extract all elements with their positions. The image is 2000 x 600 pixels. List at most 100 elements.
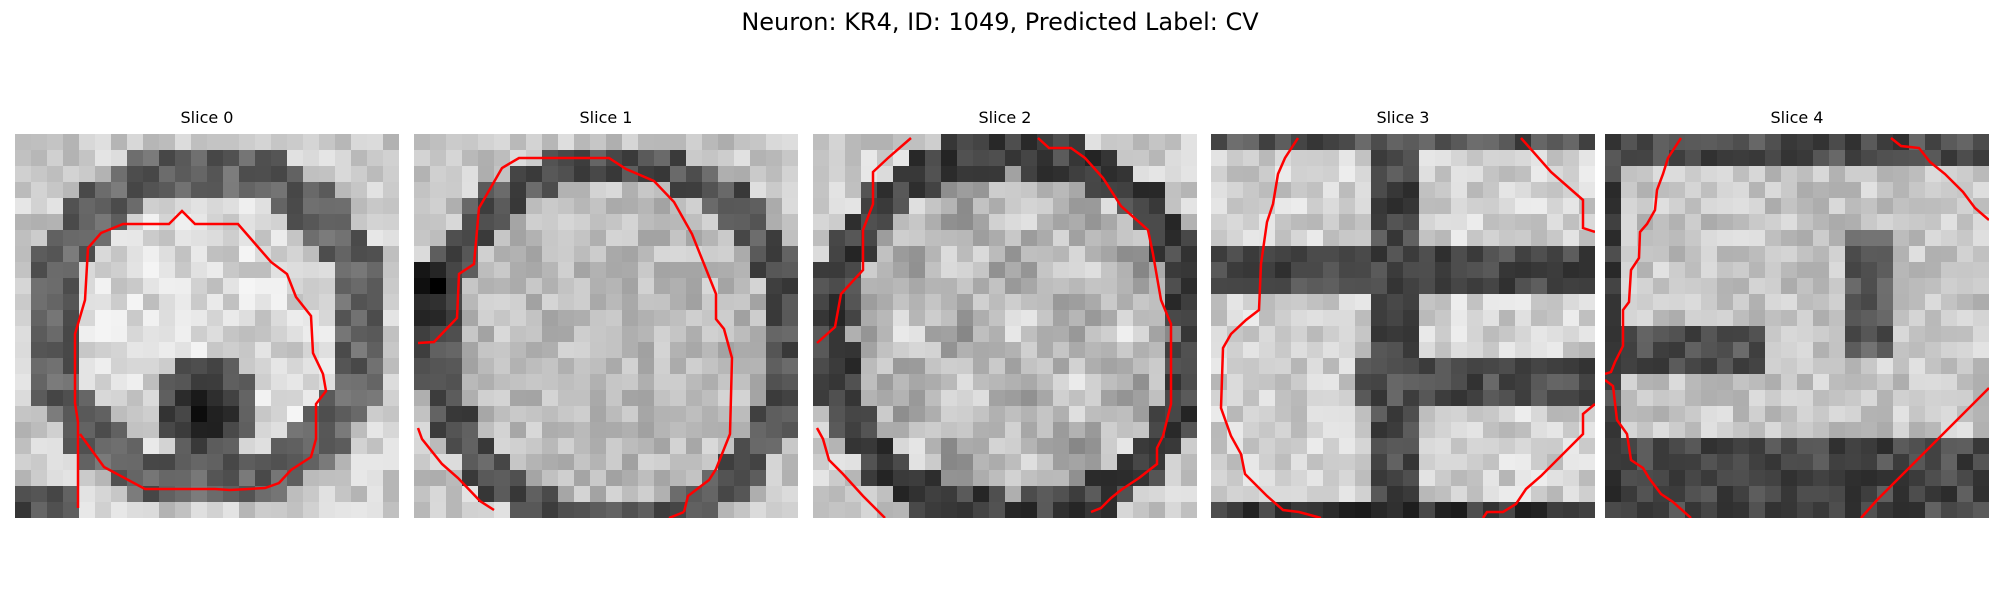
pixel bbox=[766, 342, 782, 358]
pixel bbox=[1181, 214, 1197, 230]
pixel bbox=[1181, 326, 1197, 342]
pixel bbox=[1547, 422, 1563, 438]
pixel bbox=[1499, 230, 1515, 246]
pixel bbox=[973, 134, 989, 150]
pixel bbox=[1813, 390, 1829, 406]
pixel bbox=[909, 166, 925, 182]
pixel bbox=[861, 390, 877, 406]
pixel bbox=[638, 182, 654, 198]
pixel bbox=[1133, 390, 1149, 406]
pixel bbox=[1765, 470, 1781, 486]
pixel bbox=[813, 278, 829, 294]
pixel bbox=[1243, 182, 1259, 198]
pixel bbox=[1701, 134, 1717, 150]
pixel bbox=[1717, 166, 1733, 182]
pixel bbox=[893, 454, 909, 470]
pixel bbox=[766, 294, 782, 310]
pixel bbox=[1547, 134, 1563, 150]
pixel bbox=[1435, 246, 1451, 262]
pixel bbox=[287, 294, 303, 310]
pixel bbox=[351, 454, 367, 470]
pixel bbox=[63, 294, 79, 310]
pixel bbox=[1483, 390, 1499, 406]
pixel bbox=[1813, 438, 1829, 454]
pixel bbox=[782, 390, 798, 406]
pixel bbox=[1451, 438, 1467, 454]
pixel bbox=[750, 422, 766, 438]
pixel bbox=[590, 374, 606, 390]
pixel bbox=[79, 390, 95, 406]
pixel bbox=[1037, 262, 1053, 278]
pixel bbox=[718, 278, 734, 294]
pixel bbox=[335, 182, 351, 198]
pixel bbox=[1547, 406, 1563, 422]
pixel bbox=[1563, 422, 1579, 438]
pixel bbox=[1547, 278, 1563, 294]
pixel bbox=[925, 278, 941, 294]
pixel bbox=[271, 310, 287, 326]
pixel bbox=[829, 278, 845, 294]
pixel bbox=[1685, 374, 1701, 390]
pixel bbox=[1877, 342, 1893, 358]
pixel bbox=[1371, 390, 1387, 406]
pixel bbox=[1781, 358, 1797, 374]
pixel bbox=[1419, 358, 1435, 374]
pixel bbox=[79, 150, 95, 166]
pixel bbox=[1211, 294, 1227, 310]
pixel bbox=[526, 182, 542, 198]
pixel bbox=[1515, 438, 1531, 454]
pixel bbox=[287, 214, 303, 230]
pixel bbox=[1291, 390, 1307, 406]
pixel bbox=[207, 294, 223, 310]
pixel bbox=[1973, 278, 1989, 294]
pixel bbox=[877, 326, 893, 342]
pixel bbox=[1605, 294, 1621, 310]
pixel bbox=[845, 182, 861, 198]
pixel bbox=[670, 166, 686, 182]
pixel bbox=[766, 166, 782, 182]
pixel bbox=[1973, 486, 1989, 502]
pixel bbox=[1291, 470, 1307, 486]
pixel bbox=[1547, 390, 1563, 406]
pixel bbox=[478, 310, 494, 326]
pixel bbox=[1101, 214, 1117, 230]
pixel bbox=[414, 150, 430, 166]
segmentation-contour bbox=[1605, 137, 1683, 376]
pixel bbox=[1371, 486, 1387, 502]
pixel bbox=[782, 470, 798, 486]
pixel bbox=[1101, 198, 1117, 214]
pixel bbox=[1973, 406, 1989, 422]
pixel bbox=[319, 470, 335, 486]
pixel bbox=[1149, 358, 1165, 374]
pixel bbox=[1717, 342, 1733, 358]
pixel bbox=[287, 262, 303, 278]
pixel bbox=[143, 326, 159, 342]
pixel bbox=[95, 182, 111, 198]
pixel bbox=[925, 486, 941, 502]
pixel bbox=[430, 390, 446, 406]
pixel bbox=[159, 134, 175, 150]
pixel bbox=[925, 214, 941, 230]
pixel bbox=[654, 278, 670, 294]
pixel bbox=[1165, 374, 1181, 390]
pixel bbox=[1387, 150, 1403, 166]
pixel bbox=[1387, 262, 1403, 278]
pixel bbox=[1925, 342, 1941, 358]
pixel bbox=[1101, 262, 1117, 278]
pixel bbox=[893, 486, 909, 502]
pixel bbox=[47, 150, 63, 166]
pixel bbox=[351, 374, 367, 390]
pixel bbox=[893, 230, 909, 246]
pixel bbox=[271, 278, 287, 294]
pixel bbox=[1605, 342, 1621, 358]
pixel bbox=[1781, 134, 1797, 150]
pixel bbox=[925, 166, 941, 182]
slice-image bbox=[813, 134, 1197, 518]
pixel bbox=[1717, 326, 1733, 342]
pixel bbox=[271, 342, 287, 358]
pixel bbox=[1797, 454, 1813, 470]
pixel bbox=[989, 166, 1005, 182]
pixel bbox=[1323, 166, 1339, 182]
pixel bbox=[1733, 358, 1749, 374]
pixel bbox=[271, 406, 287, 422]
